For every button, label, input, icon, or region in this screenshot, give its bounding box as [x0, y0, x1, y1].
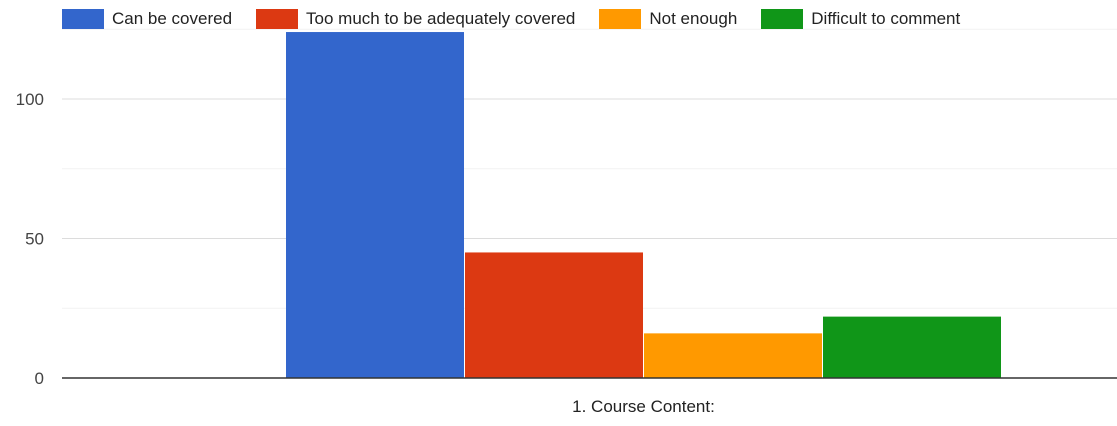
y-tick-label: 0 — [35, 369, 44, 388]
bar-too-much-to-be-adequately-covered[interactable] — [465, 252, 643, 378]
legend-item[interactable]: Difficult to comment — [761, 9, 960, 29]
y-tick-label: 100 — [16, 90, 44, 109]
legend-swatch — [599, 9, 642, 29]
legend-item[interactable]: Too much to be adequately covered — [256, 9, 575, 29]
bar-not-enough[interactable] — [644, 333, 822, 378]
legend-label: Not enough — [649, 9, 738, 28]
legend-label: Difficult to comment — [811, 9, 961, 28]
x-category-label: 1. Course Content: — [572, 397, 715, 416]
legend-item[interactable]: Can be covered — [62, 9, 232, 29]
legend-item[interactable]: Not enough — [599, 9, 737, 29]
y-tick-label: 50 — [25, 230, 44, 249]
chart-legend: Can be covered Too much to be adequately … — [62, 9, 960, 29]
legend-label: Can be covered — [112, 9, 233, 28]
legend-swatch — [761, 9, 804, 29]
bar-difficult-to-comment[interactable] — [823, 316, 1001, 378]
legend-swatch — [256, 9, 299, 29]
bar-can-be-covered[interactable] — [286, 32, 464, 378]
legend-swatch — [62, 9, 104, 29]
legend-label: Too much to be adequately covered — [306, 9, 576, 28]
